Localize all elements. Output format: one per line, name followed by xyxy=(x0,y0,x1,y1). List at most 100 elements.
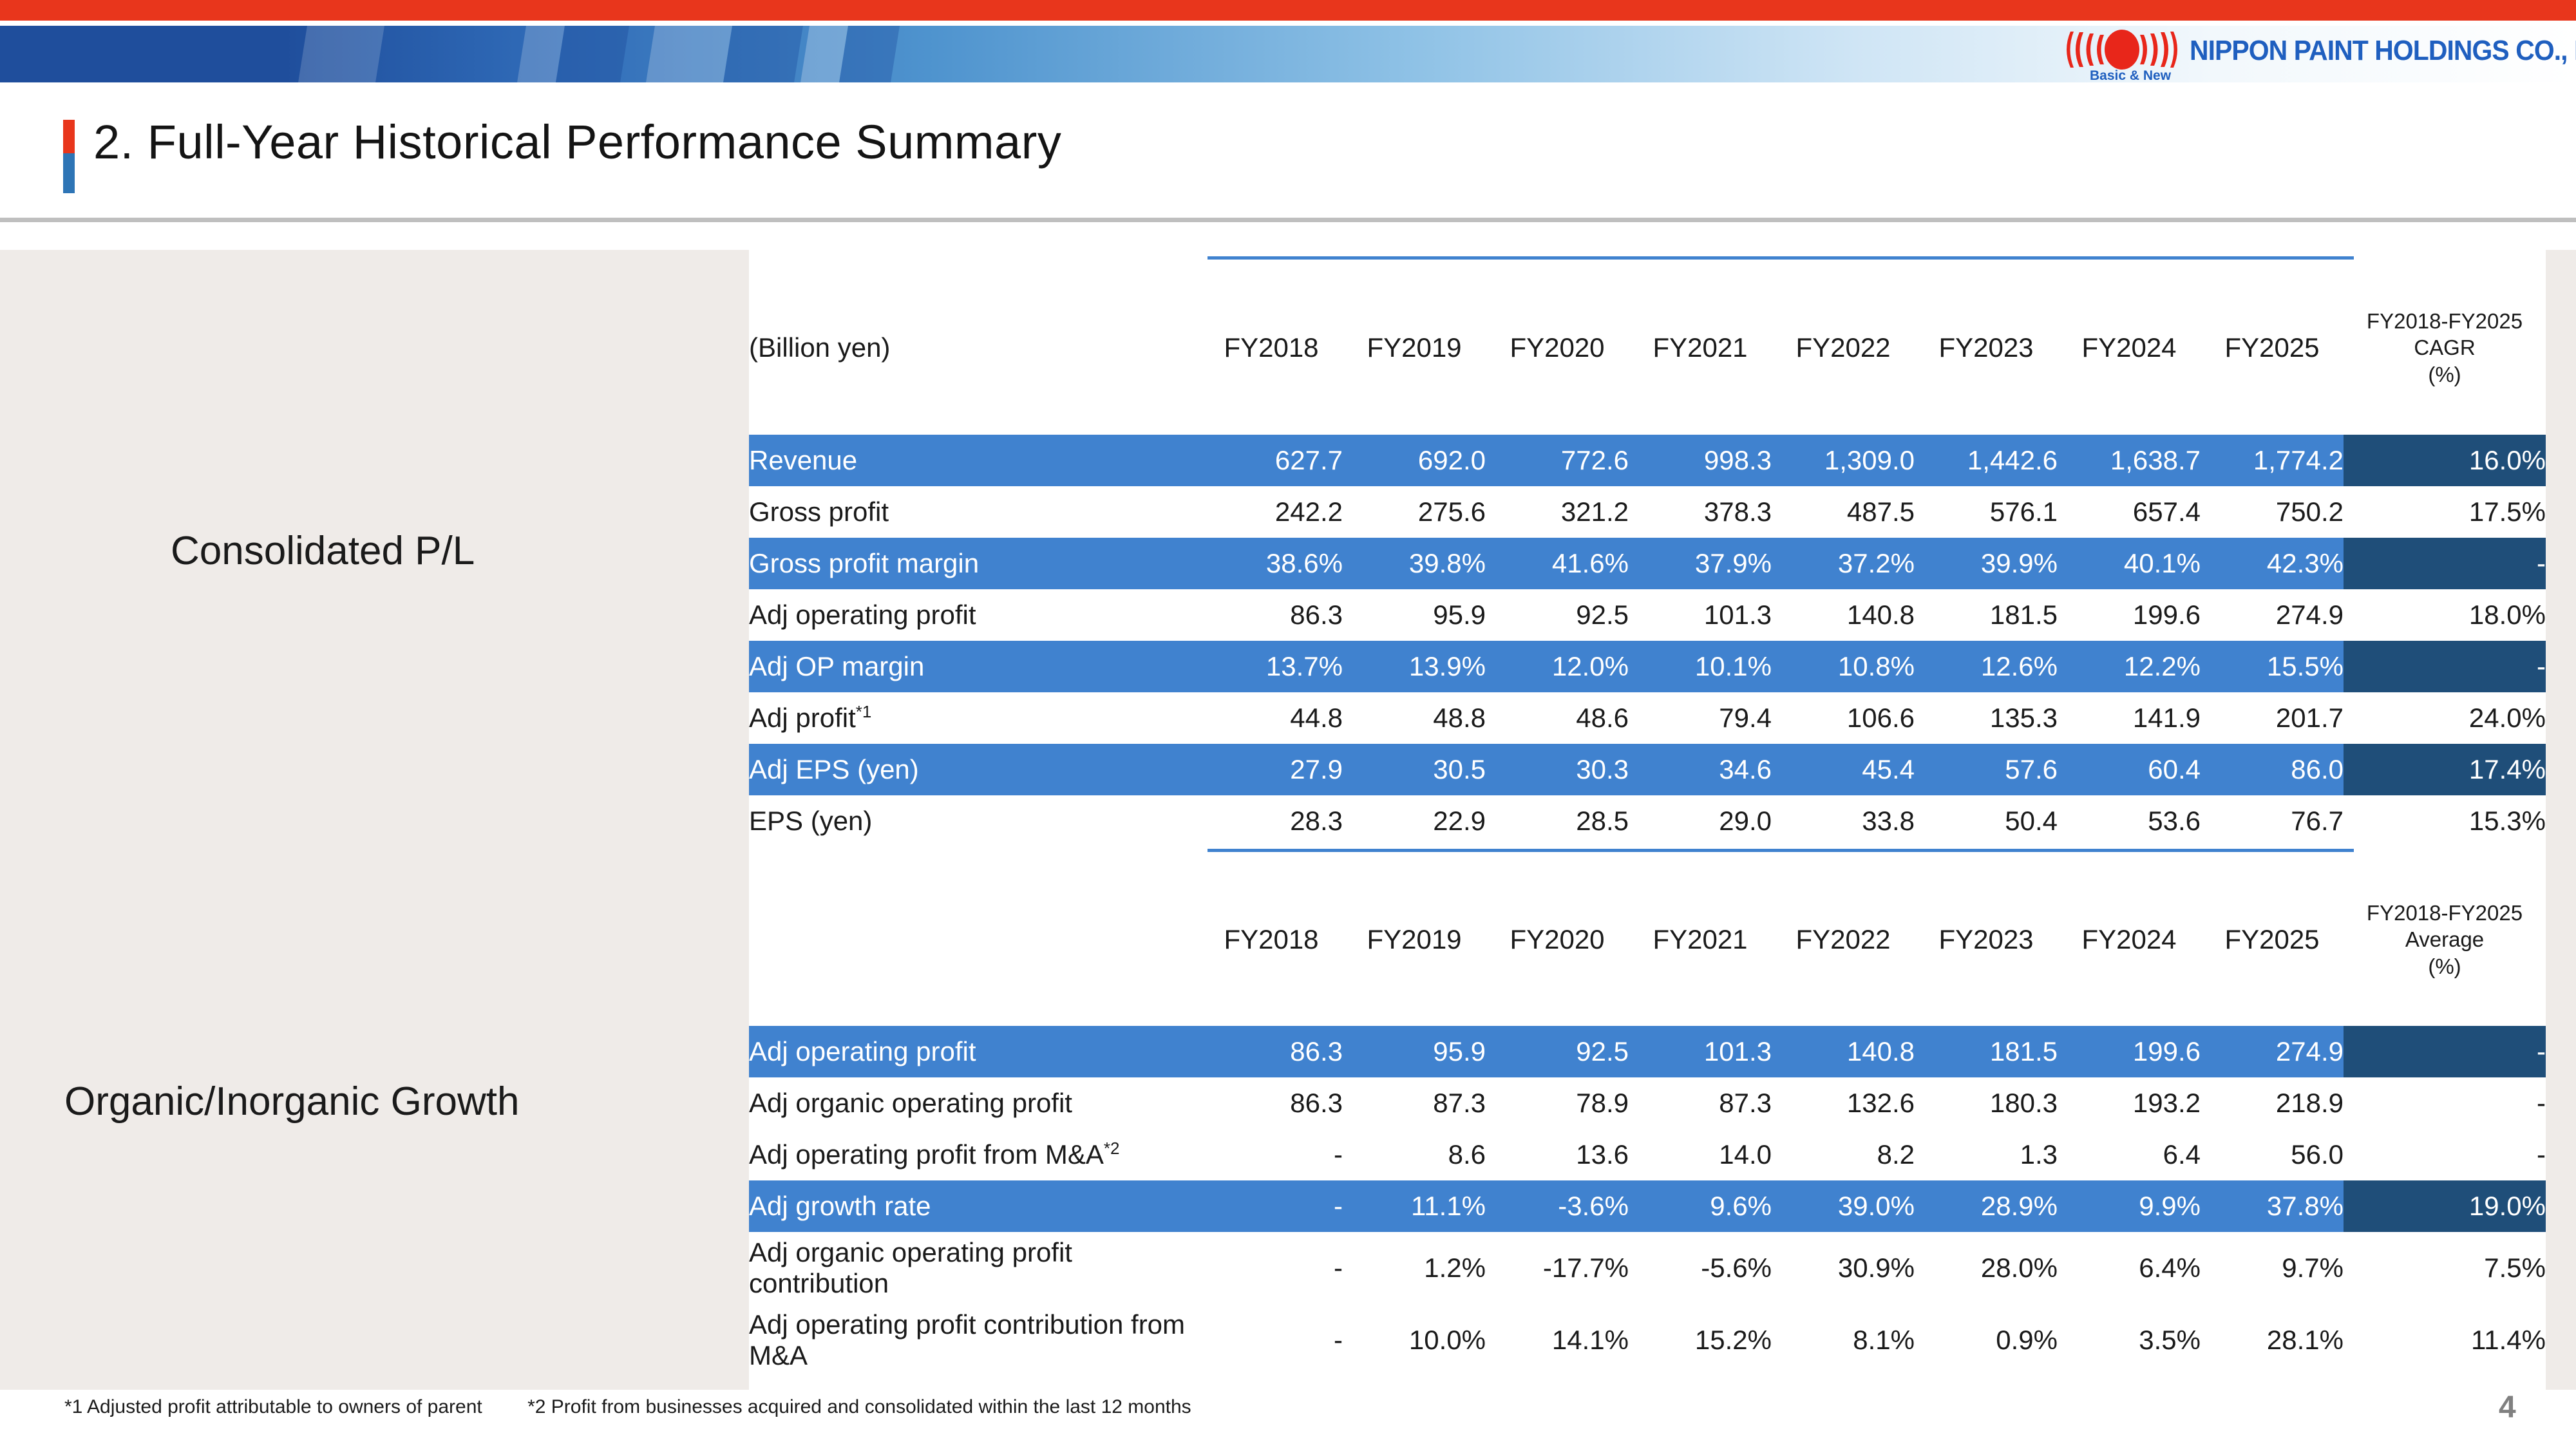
table1-col-fy2023: FY2023 xyxy=(1938,332,2034,363)
table-row: Adj operating profit from M&A*2 - 8.6 13.6 1… xyxy=(749,1129,2546,1180)
row-value: 106.6 xyxy=(1846,703,1915,733)
footnote-marker: *1 xyxy=(855,702,872,721)
row-label: Adj profit*1 xyxy=(749,702,872,733)
row-value: 22.9 xyxy=(1433,806,1486,836)
row-value: 9.9% xyxy=(2058,1180,2201,1232)
top-red-bar xyxy=(0,0,2576,21)
row-label: Gross profit margin xyxy=(749,538,1200,589)
row-value: 10.0% xyxy=(1408,1325,1486,1355)
row-value: -5.6% xyxy=(1701,1253,1772,1283)
row-value: 140.8 xyxy=(1846,600,1915,630)
row-value: 48.8 xyxy=(1433,703,1486,733)
row-label: Adj organic operating profit contributio… xyxy=(749,1237,1072,1298)
row-value: 33.8 xyxy=(1862,806,1915,836)
row-label: Adj operating profit from M&A*2 xyxy=(749,1139,1120,1170)
table1-col-fy2024: FY2024 xyxy=(2081,332,2177,363)
footnotes: *1 Adjusted profit attributable to owner… xyxy=(64,1396,1191,1418)
table-row: Gross profit 242.2 275.6 321.2 378.3 487.5 576… xyxy=(749,486,2546,538)
section-label-organic-inorganic-growth: Organic/Inorganic Growth xyxy=(64,1079,520,1124)
row-value: 56.0 xyxy=(2291,1139,2344,1170)
row-value: 275.6 xyxy=(1417,497,1486,527)
organic-inorganic-growth-table: FY2018 FY2019 FY2020 FY2021 FY2022 FY202… xyxy=(749,853,2546,1376)
row-value: 321.2 xyxy=(1560,497,1629,527)
row-label: Adj operating profit contribution from M… xyxy=(749,1309,1186,1370)
row-value: 40.1% xyxy=(2058,538,2201,589)
row-value: 10.1% xyxy=(1629,641,1772,692)
row-value: 44.8 xyxy=(1290,703,1343,733)
table2-header: FY2018 FY2019 FY2020 FY2021 FY2022 FY202… xyxy=(749,853,2546,1026)
row-summary-value: 19.0% xyxy=(2344,1180,2546,1232)
band-stripe-1 xyxy=(298,26,384,82)
nippon-paint-mark-icon xyxy=(2067,30,2177,70)
row-value: 772.6 xyxy=(1486,435,1629,486)
row-value: 39.0% xyxy=(1772,1180,1915,1232)
row-value: 8.2 xyxy=(1877,1139,1915,1170)
row-value: 135.3 xyxy=(1989,703,2058,733)
row-value: 9.6% xyxy=(1629,1180,1772,1232)
row-label: Revenue xyxy=(749,435,1200,486)
row-value: 12.0% xyxy=(1486,641,1629,692)
row-value: 38.6% xyxy=(1200,538,1343,589)
row-value: 27.9 xyxy=(1200,744,1343,795)
row-value: 140.8 xyxy=(1772,1026,1915,1077)
row-value: 180.3 xyxy=(1989,1088,2058,1118)
row-label: Adj OP margin xyxy=(749,641,1200,692)
row-value: 86.0 xyxy=(2201,744,2344,795)
row-value: 86.3 xyxy=(1290,1088,1343,1118)
row-value: 8.6 xyxy=(1448,1139,1486,1170)
row-value: 30.3 xyxy=(1486,744,1629,795)
row-value: 30.9% xyxy=(1837,1253,1915,1283)
row-label: Adj growth rate xyxy=(749,1180,1200,1232)
table1-col-cagr: FY2018-FY2025 CAGR (%) xyxy=(2344,261,2546,435)
consolidated-pl-table: (Billion yen) FY2018 FY2019 FY2020 FY202… xyxy=(749,261,2546,847)
row-value: 1,309.0 xyxy=(1772,435,1915,486)
row-value: 30.5 xyxy=(1343,744,1486,795)
row-summary-value: 17.4% xyxy=(2344,744,2546,795)
row-value: 28.5 xyxy=(1576,806,1629,836)
table2-average-line3: (%) xyxy=(2428,954,2461,978)
row-value: 274.9 xyxy=(2201,1026,2344,1077)
row-value: 50.4 xyxy=(2005,806,2058,836)
row-value: 6.4 xyxy=(2163,1139,2201,1170)
logo-tagline: Basic & New xyxy=(2090,68,2172,83)
row-value: 199.6 xyxy=(2132,600,2201,630)
row-value: 45.4 xyxy=(1772,744,1915,795)
table2-col-fy2025: FY2025 xyxy=(2224,924,2320,954)
table-row: Adj organic operating profit contributio… xyxy=(749,1232,2546,1304)
row-value: 78.9 xyxy=(1576,1088,1629,1118)
table1-col-fy2025: FY2025 xyxy=(2224,332,2320,363)
row-summary-value: 24.0% xyxy=(2468,703,2546,733)
table-row: Adj organic operating profit 86.3 87.3 78.9… xyxy=(749,1077,2546,1129)
row-value: 14.1% xyxy=(1551,1325,1629,1355)
row-value: 487.5 xyxy=(1846,497,1915,527)
row-value: 657.4 xyxy=(2132,497,2201,527)
row-value: 34.6 xyxy=(1629,744,1772,795)
row-value: 13.7% xyxy=(1200,641,1343,692)
row-value: 39.8% xyxy=(1343,538,1486,589)
row-value: 53.6 xyxy=(2148,806,2201,836)
row-value: 13.9% xyxy=(1343,641,1486,692)
row-value: 28.9% xyxy=(1915,1180,2058,1232)
row-value: 92.5 xyxy=(1576,600,1629,630)
row-value: 998.3 xyxy=(1629,435,1772,486)
row-value: 37.2% xyxy=(1772,538,1915,589)
row-value: 12.2% xyxy=(2058,641,2201,692)
row-value: 1,638.7 xyxy=(2058,435,2201,486)
row-value: 692.0 xyxy=(1343,435,1486,486)
row-value: 274.9 xyxy=(2275,600,2344,630)
row-summary-value: - xyxy=(2344,538,2546,589)
row-value: 141.9 xyxy=(2132,703,2201,733)
row-value: 1.2% xyxy=(1424,1253,1486,1283)
table2-col-fy2020: FY2020 xyxy=(1510,924,1605,954)
band-stripe-5 xyxy=(723,26,803,82)
table2-header-row: FY2018 FY2019 FY2020 FY2021 FY2022 FY202… xyxy=(749,853,2546,1026)
row-value: 132.6 xyxy=(1846,1088,1915,1118)
row-value: 39.9% xyxy=(1915,538,2058,589)
row-value: 28.1% xyxy=(2266,1325,2344,1355)
row-value: 627.7 xyxy=(1200,435,1343,486)
row-value: 0.9% xyxy=(1996,1325,2058,1355)
row-summary-value: 7.5% xyxy=(2484,1253,2546,1283)
row-value: 101.3 xyxy=(1703,600,1772,630)
row-value: -3.6% xyxy=(1486,1180,1629,1232)
row-value: 87.3 xyxy=(1433,1088,1486,1118)
